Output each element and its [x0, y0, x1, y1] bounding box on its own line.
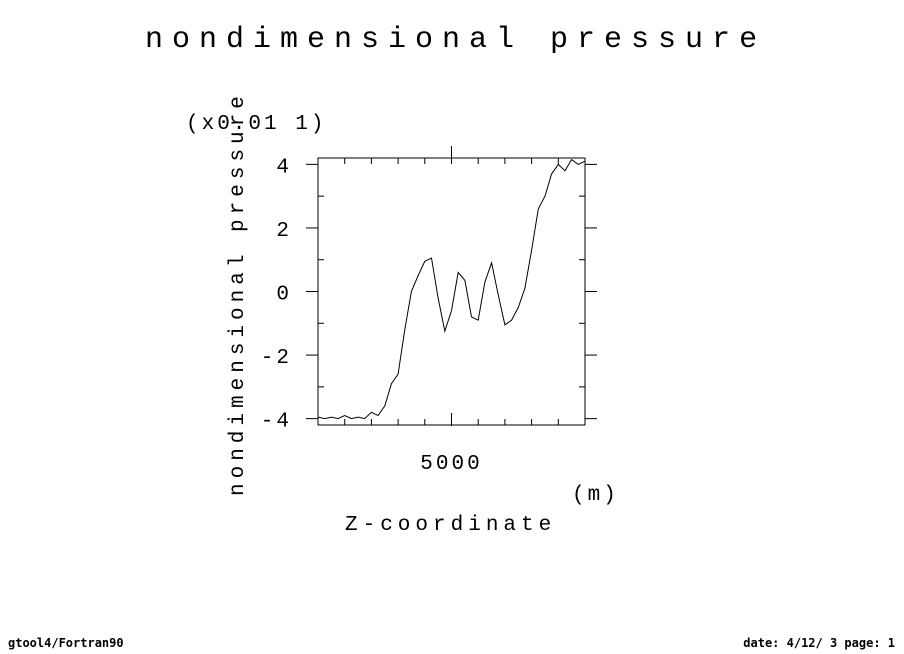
y-scale-label: (x0.01 1) [186, 113, 326, 136]
footer-left: gtool4/Fortran90 [8, 636, 124, 650]
x-tick-label: 5000 [420, 453, 482, 476]
x-axis-unit: (m) [572, 484, 619, 507]
plot-frame [317, 157, 586, 426]
y-tick-label: -2 [261, 347, 292, 370]
y-tick-label: 4 [276, 156, 292, 179]
chart-title: nondimensional pressure [145, 23, 766, 57]
tick-labels: 5000 -4 -2 0 2 4 [261, 156, 482, 476]
y-tick-label: 2 [276, 220, 292, 243]
x-axis-label: Z-coordinate [345, 514, 556, 537]
axis-ticks [306, 146, 597, 426]
series-line [317, 158, 586, 420]
y-tick-label: -4 [261, 411, 292, 434]
footer-right: date: 4/12/ 3 page: 1 [743, 636, 895, 650]
y-tick-label: 0 [276, 284, 292, 307]
y-axis-label: nondimensional pressure [227, 91, 250, 496]
